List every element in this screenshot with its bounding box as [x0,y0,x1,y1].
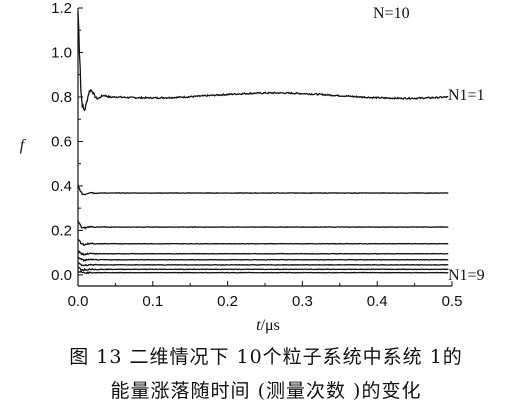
y-tick-label: 1.2 [51,0,72,17]
y-tick-label: 0.4 [51,178,72,195]
y-tick-label: 0.2 [51,222,72,239]
y-tick-label: 0.8 [51,89,72,106]
series-line-4 [77,239,449,247]
x-tick-label: 0.5 [442,293,463,310]
y-tick-label: 0.6 [51,133,72,150]
x-tick-label: 0.1 [142,293,163,310]
figure-caption-line-2: 能量涨落随时间 (测量次数 )的变化 [110,380,422,402]
x-tick-label: 0.0 [68,293,89,310]
series-line-6 [77,256,449,262]
series-group [77,12,449,275]
x-tick-label: 0.3 [292,293,313,310]
x-axis-label: t/μs [256,317,280,334]
annotation-n1-9: N1=9 [448,267,485,284]
y-ticks: 0.0 0.2 0.4 0.6 0.8 1.0 1.2 [51,0,83,284]
series-line-3 [77,220,449,230]
series-line-5 [77,249,449,257]
x-ticks: 0.0 0.1 0.2 0.3 0.4 0.5 [68,281,463,310]
x-tick-label: 0.4 [367,293,388,310]
series-line-2 [77,185,449,196]
series-line-7 [77,262,449,267]
y-tick-label: 1.0 [51,44,72,61]
chart: 0.0 0.2 0.4 0.6 0.8 1.0 1.2 0.0 0.1 0.2 0.3 0.4 0.5… [20,0,485,334]
series-line-8 [77,266,449,272]
annotation-n1-1: N1=1 [448,87,485,104]
y-tick-label: 0.0 [51,267,72,284]
figure-caption-line-1: 图 13 二维情况下 10个粒子系统中系统 1的 [69,346,463,368]
annotation-n10: N=10 [373,5,410,22]
x-tick-label: 0.2 [217,293,238,310]
y-axis-label: f [20,137,27,154]
series-line-9 [77,270,449,275]
series-line-1 [77,12,449,112]
